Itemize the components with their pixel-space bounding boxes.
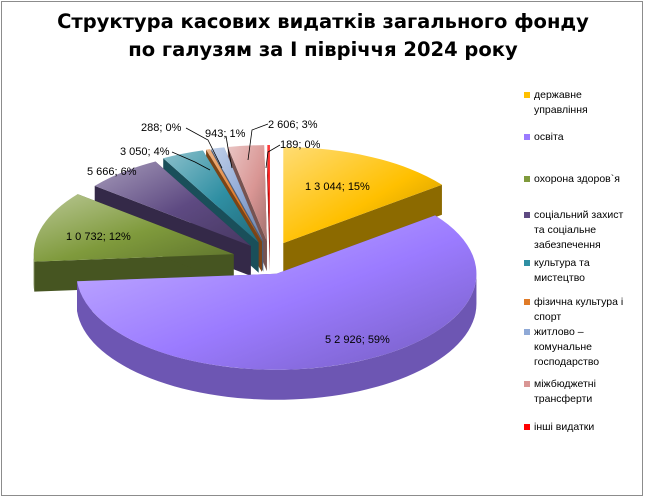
legend-swatch: [524, 329, 530, 335]
pie-slice-державне-управління: [283, 147, 442, 274]
data-label-соціальний-захист-та-соціальне-забезпечення: 5 666; 6%: [87, 166, 137, 178]
legend-item-соціальний-захист-та-соціальне-забезпечення: соціальний захист та соціальне забезпеченн…: [522, 208, 646, 253]
data-label-культура-та-мистецтво: 3 050; 4%: [120, 146, 170, 158]
legend-swatch: [524, 212, 530, 218]
legend-label: міжбюджетні трансферти: [534, 378, 596, 405]
legend-swatch: [524, 260, 530, 266]
data-label-міжбюджетні-трансферти: 2 606; 3%: [268, 119, 318, 131]
data-label-освіта: 5 2 926; 59%: [325, 334, 390, 346]
legend-swatch: [524, 299, 530, 305]
legend-item-державне-управління: державне управління: [522, 88, 646, 118]
legend-item-інші-видатки: інші видатки: [522, 420, 646, 435]
legend-swatch: [524, 381, 530, 387]
legend-item-фізична-культура-і-спорт: фізична культура і спорт: [522, 295, 646, 325]
legend-label: соціальний захист та соціальне забезпеченн…: [534, 209, 624, 251]
data-label-житлово-комунальне-господарство: 943; 1%: [205, 128, 246, 140]
legend-label: освіта: [534, 131, 564, 143]
legend-item-житлово-комунальне-господарство: житлово – комунальне господарство: [522, 325, 646, 370]
legend-swatch: [524, 424, 530, 430]
legend-swatch: [524, 92, 530, 98]
pie-slice-освіта: [77, 215, 477, 400]
legend-label: житлово – комунальне господарство: [534, 326, 600, 368]
legend-label: фізична культура і спорт: [534, 296, 624, 323]
leader-line-житлово-комунальне-господарство: [225, 135, 233, 169]
data-label-фізична-культура-і-спорт: 288; 0%: [141, 122, 182, 134]
data-label-охорона-здоров-я: 1 0 732; 12%: [66, 231, 131, 243]
legend-swatch: [524, 176, 530, 182]
pie-slice-інші-видатки: [267, 145, 270, 272]
legend-item-культура-та-мистецтво: культура та мистецтво: [522, 256, 646, 286]
legend-label: охорона здоров`я: [534, 173, 620, 185]
chart-title: Структура касових видатків загального фо…: [0, 8, 646, 64]
legend-item-освіта: освіта: [522, 130, 646, 145]
legend-item-охорона-здоров-я: охорона здоров`я: [522, 172, 646, 187]
legend-item-міжбюджетні-трансферти: міжбюджетні трансферти: [522, 377, 646, 407]
leader-line-міжбюджетні-трансферти: [247, 123, 269, 161]
leader-line-культура-та-мистецтво: [171, 151, 211, 171]
legend-label: державне управління: [534, 89, 588, 116]
legend-label: інші видатки: [534, 421, 595, 433]
chart-title-line-1: Структура касових видатків загального фо…: [57, 10, 589, 33]
legend-label: культура та мистецтво: [534, 257, 590, 284]
leader-line-інші-видатки: [265, 144, 281, 169]
chart-title-line-2: по галузям за І півріччя 2024 року: [128, 38, 518, 61]
data-label-державне-управління: 1 3 044; 15%: [305, 181, 370, 193]
legend-swatch: [524, 134, 530, 140]
data-label-інші-видатки: 189; 0%: [280, 139, 321, 151]
leader-line-фізична-культура-і-спорт: [185, 127, 223, 169]
